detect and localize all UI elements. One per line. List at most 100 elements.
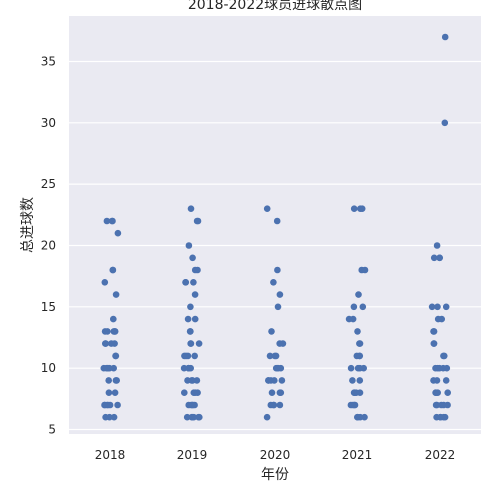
data-point — [351, 389, 359, 397]
data-point — [355, 291, 362, 298]
y-tick-labels: 5 10 15 20 25 30 35 — [41, 54, 56, 436]
data-point — [266, 352, 274, 360]
data-point — [191, 352, 198, 360]
data-point — [356, 389, 364, 397]
data-point — [182, 279, 189, 286]
data-point — [278, 377, 286, 384]
data-point — [430, 328, 438, 335]
data-point — [181, 389, 188, 397]
data-point — [277, 389, 285, 397]
data-point — [270, 279, 277, 286]
data-point — [350, 205, 358, 212]
y-tick-label: 20 — [41, 238, 56, 252]
data-point — [114, 229, 122, 237]
data-point — [102, 413, 109, 421]
data-point — [109, 266, 117, 274]
data-point — [187, 340, 195, 347]
data-point — [190, 413, 198, 421]
data-point — [263, 205, 271, 212]
y-tick-label: 35 — [41, 54, 56, 68]
data-point — [432, 389, 440, 397]
data-point — [442, 377, 450, 384]
data-point — [356, 352, 363, 360]
data-point — [187, 205, 195, 212]
data-point — [112, 377, 120, 384]
data-point — [187, 364, 194, 372]
data-point — [191, 389, 199, 397]
data-point — [108, 217, 116, 225]
data-point — [349, 315, 357, 323]
data-point — [271, 377, 278, 384]
y-axis-label: 总进球数 — [20, 197, 36, 253]
data-point — [444, 389, 452, 397]
data-point — [195, 340, 203, 347]
data-point — [191, 401, 198, 409]
data-point — [182, 352, 190, 360]
data-point — [276, 291, 284, 298]
data-point — [433, 242, 441, 249]
data-point — [428, 303, 436, 311]
data-point — [356, 340, 364, 347]
data-point — [443, 364, 451, 372]
data-point — [276, 401, 284, 409]
data-point — [195, 413, 202, 421]
data-point — [105, 377, 112, 384]
data-point — [110, 315, 117, 323]
data-point — [193, 217, 201, 225]
data-point — [349, 377, 356, 384]
data-point — [184, 315, 192, 323]
data-point — [110, 413, 118, 421]
data-point — [430, 340, 438, 347]
data-point — [105, 389, 113, 397]
data-point — [114, 401, 121, 409]
plot-background — [69, 16, 481, 434]
x-tick-labels: 2018 2019 2020 2021 2022 — [95, 448, 456, 462]
data-point — [111, 340, 118, 347]
data-point — [347, 364, 355, 372]
data-point — [430, 254, 438, 262]
data-point — [268, 328, 275, 335]
data-point — [361, 266, 369, 274]
x-tick-label: 2020 — [260, 448, 291, 462]
data-point — [356, 377, 364, 384]
x-tick-label: 2018 — [95, 448, 126, 462]
data-point — [191, 291, 199, 298]
data-point — [263, 413, 271, 421]
x-tick-label: 2019 — [177, 448, 208, 462]
data-point — [106, 401, 114, 409]
data-point — [354, 364, 362, 372]
data-point — [189, 254, 196, 262]
data-point — [273, 217, 281, 225]
data-point — [111, 389, 119, 397]
y-tick-label: 30 — [41, 116, 56, 130]
data-point — [358, 205, 366, 212]
data-point — [430, 377, 437, 384]
data-point — [190, 279, 197, 286]
data-point — [102, 340, 109, 347]
chart-title: 2018-2022球员进球散点图 — [188, 0, 362, 13]
data-point — [347, 401, 355, 409]
data-point — [274, 266, 281, 274]
data-point — [103, 217, 111, 225]
data-point — [191, 315, 199, 323]
data-point — [268, 389, 276, 397]
data-point — [274, 364, 282, 372]
data-point — [436, 254, 444, 262]
data-point — [185, 401, 192, 409]
data-point — [354, 413, 361, 421]
data-point — [440, 352, 447, 360]
data-point — [272, 352, 280, 360]
data-point — [354, 328, 361, 335]
data-point — [434, 315, 442, 323]
data-point — [183, 413, 191, 421]
y-tick-label: 15 — [41, 300, 56, 314]
data-point — [442, 303, 450, 311]
data-point — [350, 303, 358, 311]
data-points — [100, 33, 452, 421]
data-point — [441, 33, 449, 41]
data-point — [433, 401, 441, 409]
data-point — [110, 364, 117, 372]
data-point — [437, 413, 444, 421]
data-point — [104, 364, 112, 372]
data-point — [436, 364, 443, 372]
